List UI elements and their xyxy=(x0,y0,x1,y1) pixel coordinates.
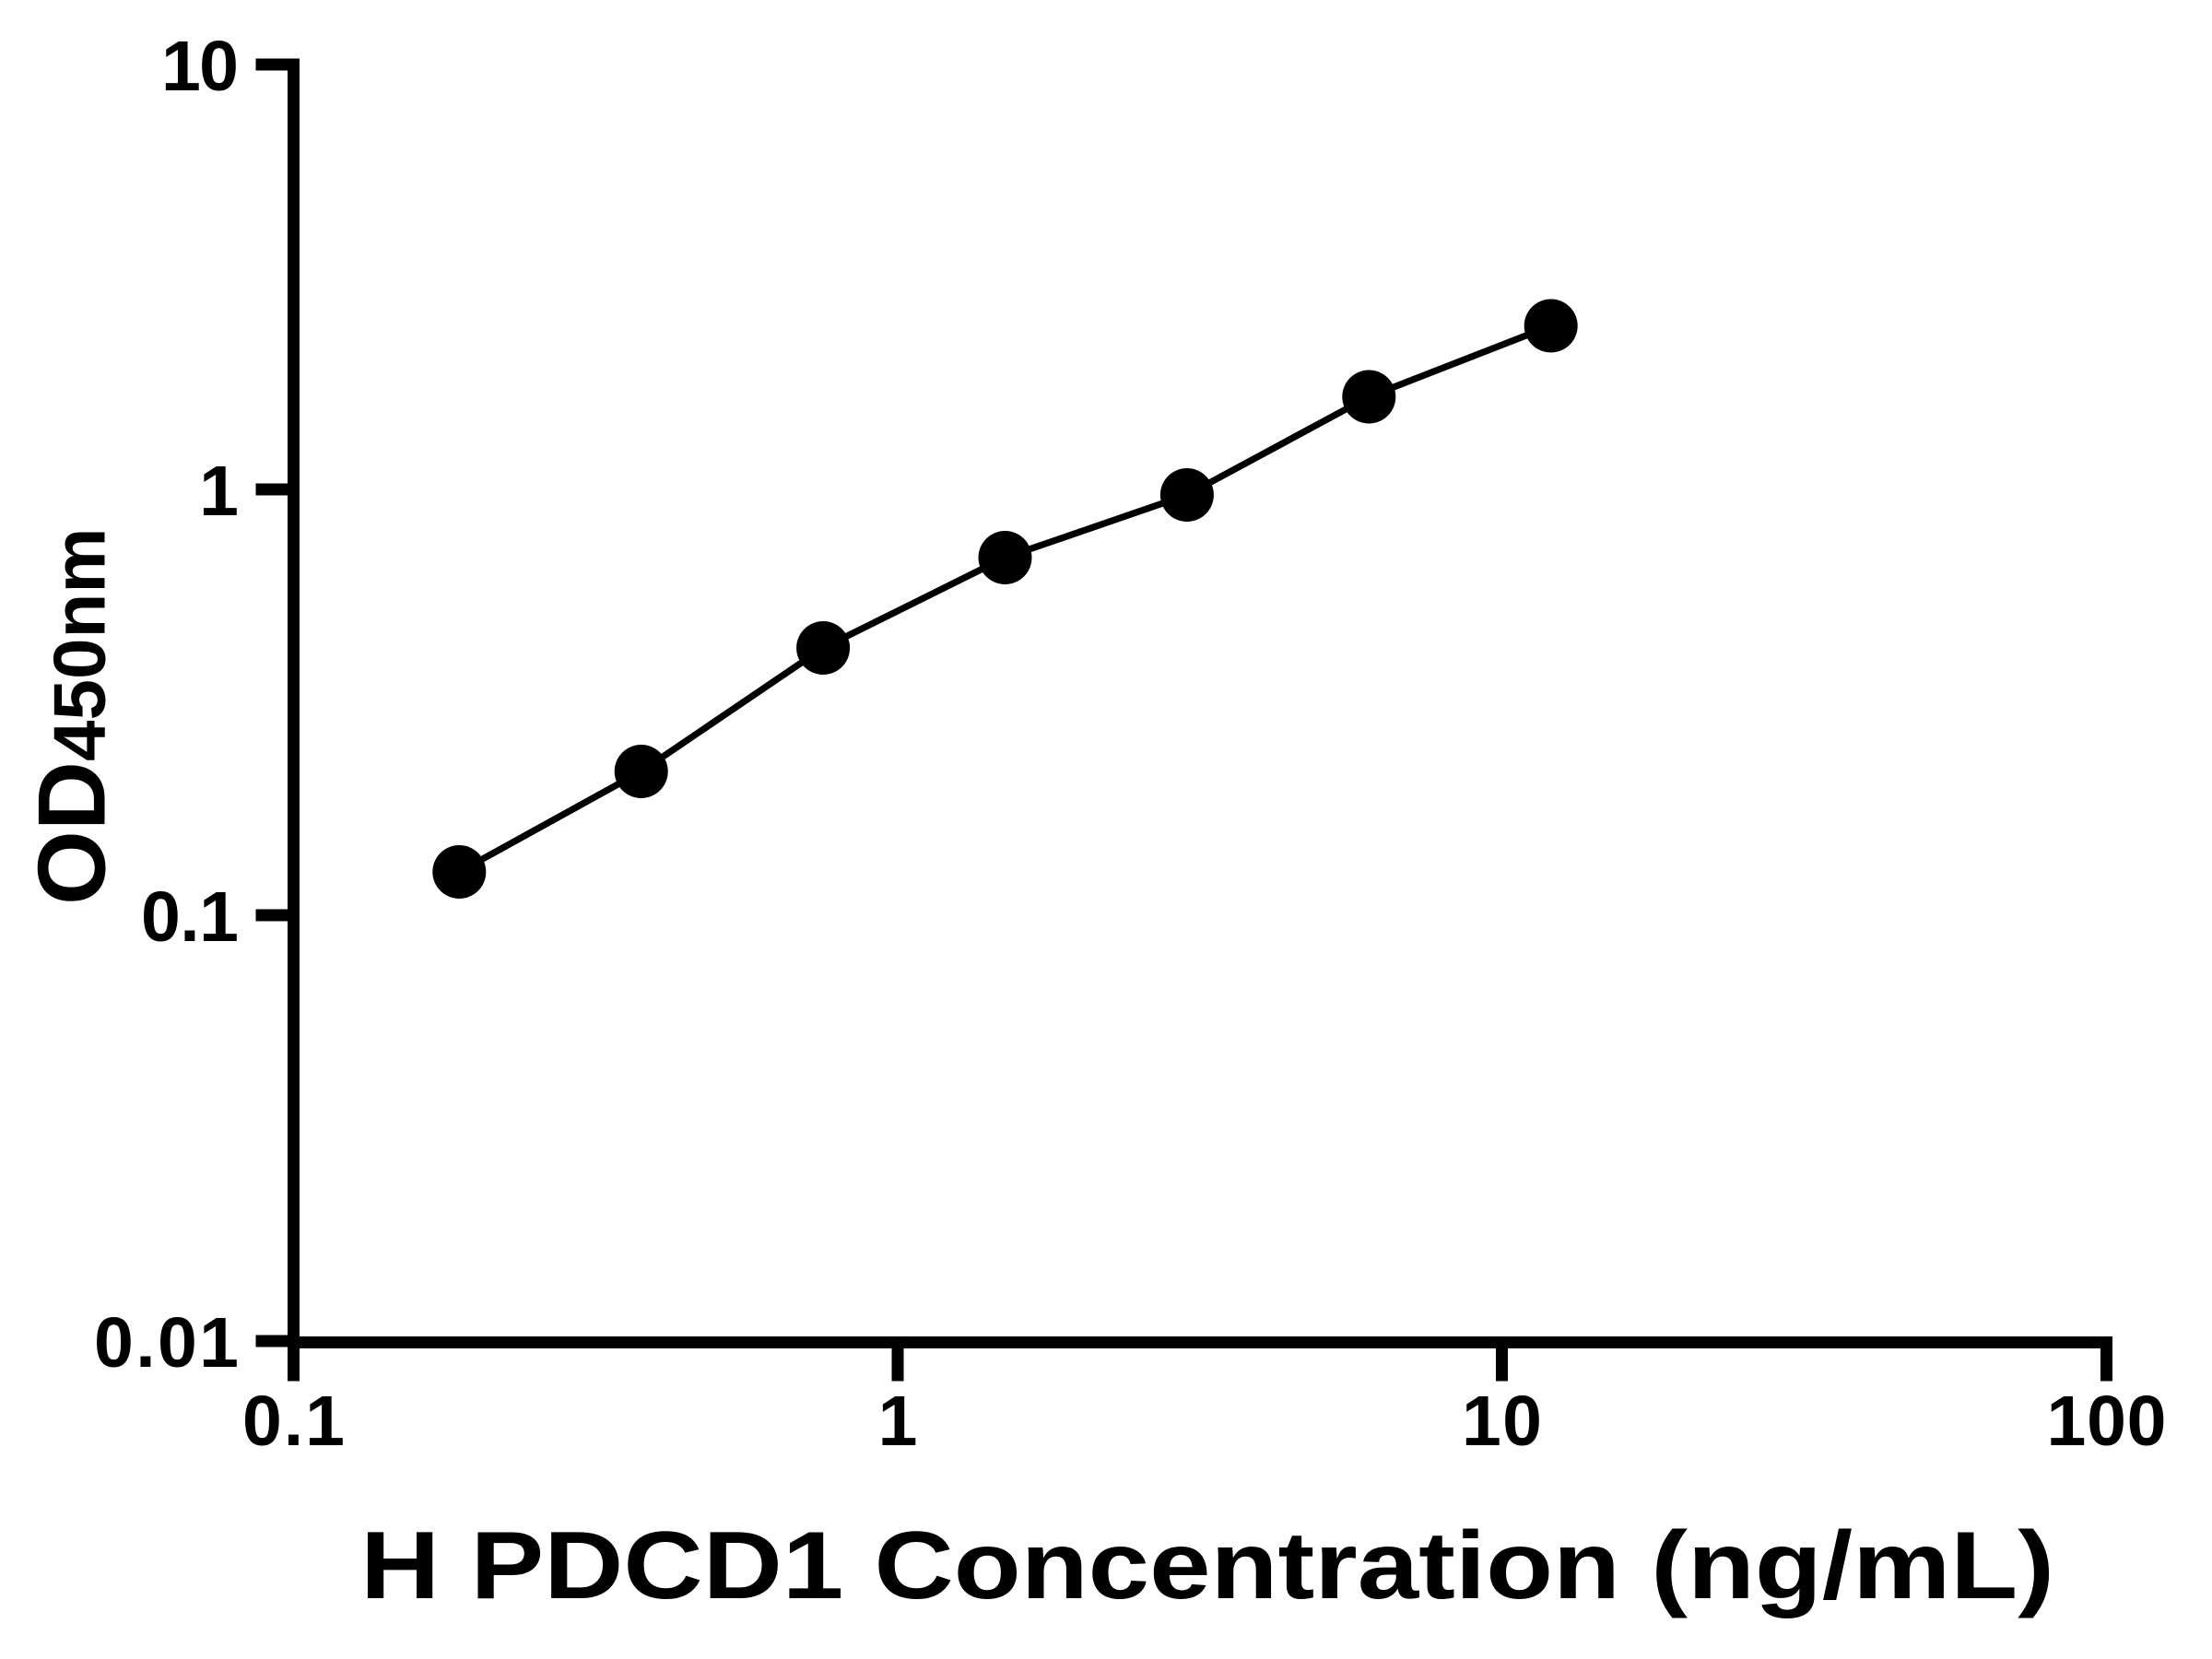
svg-text:10: 10 xyxy=(161,27,239,106)
svg-text:H PDCD1 Concentration (ng/mL): H PDCD1 Concentration (ng/mL) xyxy=(360,1512,2054,1619)
svg-text:0.01: 0.01 xyxy=(94,1303,239,1382)
svg-text:1: 1 xyxy=(199,452,239,531)
svg-text:OD450nm: OD450nm xyxy=(19,528,126,905)
svg-text:0.1: 0.1 xyxy=(242,1382,345,1461)
svg-text:100: 100 xyxy=(2047,1382,2167,1461)
svg-text:10: 10 xyxy=(1462,1382,1542,1461)
svg-text:1: 1 xyxy=(878,1382,918,1461)
svg-text:0.1: 0.1 xyxy=(141,877,239,957)
